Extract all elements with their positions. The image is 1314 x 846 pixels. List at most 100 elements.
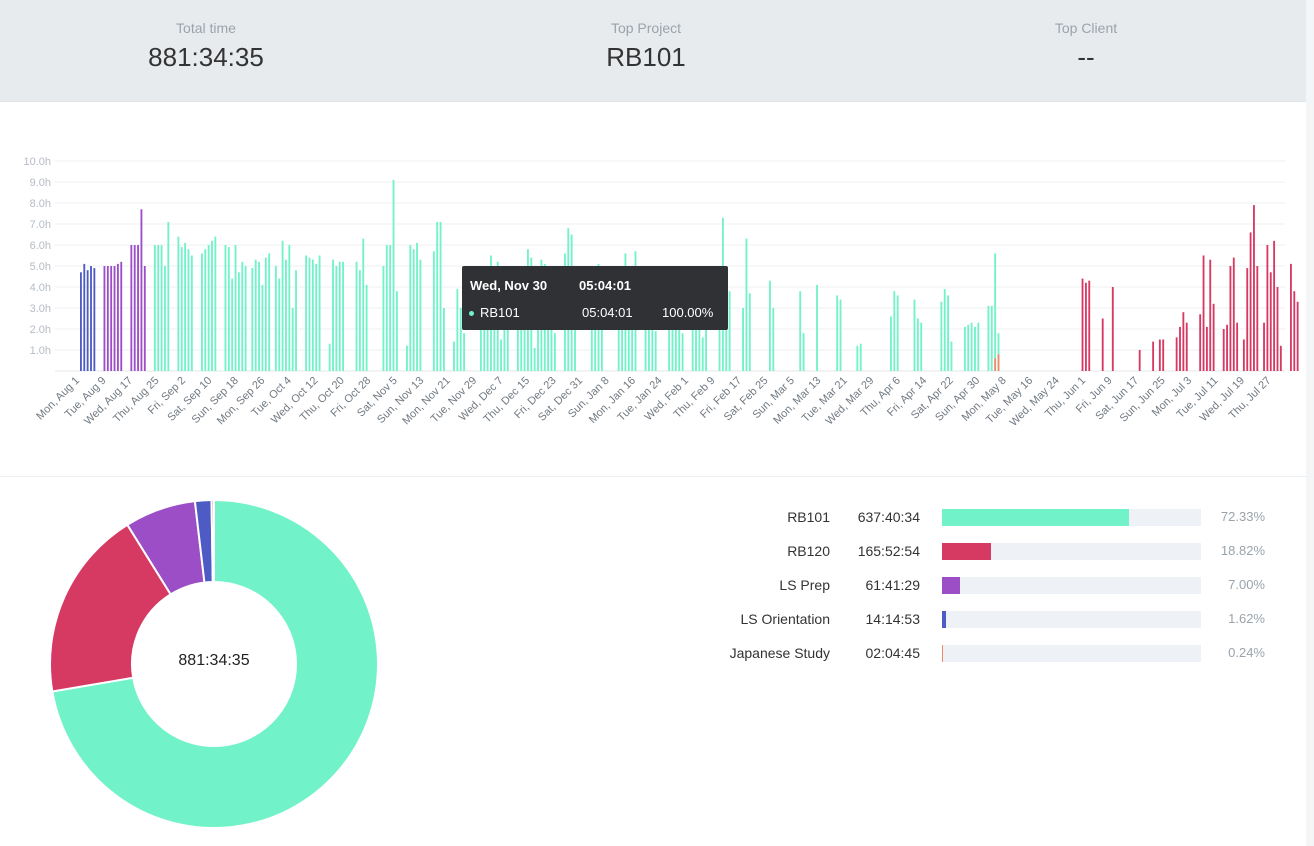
tooltip-total: 05:04:01	[579, 278, 632, 293]
bar	[1088, 280, 1091, 371]
bar	[1101, 318, 1104, 371]
project-time: 02:04:45	[865, 645, 921, 661]
project-row-ls-orientation[interactable]: LS Orientation 14:14:53 1.62%	[700, 602, 1300, 636]
project-bar-track	[942, 543, 1201, 560]
project-row-japanese-study[interactable]: Japanese Study 02:04:45 0.24%	[700, 636, 1300, 670]
y-tick-label: 7.0h	[30, 219, 51, 231]
project-time: 61:41:29	[865, 577, 921, 593]
bar	[207, 245, 210, 371]
top-client-label: Top Client	[1054, 20, 1118, 36]
bar	[392, 179, 395, 371]
y-tick-label: 8.0h	[30, 198, 51, 210]
bar	[1232, 257, 1235, 371]
scrollbar-track[interactable]	[1306, 0, 1314, 846]
bar	[412, 249, 415, 371]
bar	[463, 333, 466, 371]
project-bar-fill	[942, 509, 1130, 526]
bar	[137, 245, 139, 371]
bar	[1296, 301, 1299, 371]
bar	[1205, 326, 1208, 371]
bar	[836, 295, 839, 371]
project-name: Japanese Study	[729, 645, 830, 661]
bar	[83, 263, 86, 371]
bar	[106, 266, 109, 371]
bar	[1162, 339, 1165, 371]
bar	[1253, 205, 1255, 371]
bar	[443, 308, 445, 371]
project-bar-fill	[942, 611, 947, 628]
bar	[1138, 350, 1141, 371]
bar	[190, 255, 193, 371]
project-breakdown-list: RB101 637:40:34 72.33% RB120 165:52:54 1…	[700, 500, 1300, 670]
bar	[654, 331, 657, 371]
bar	[365, 284, 368, 371]
bar	[251, 268, 254, 371]
bar	[436, 221, 439, 371]
bar	[456, 289, 459, 371]
bar	[211, 240, 213, 371]
bar	[705, 303, 708, 371]
bar	[281, 240, 284, 371]
bar	[459, 308, 462, 371]
project-row-rb120[interactable]: RB120 165:52:54 18.82%	[700, 534, 1300, 568]
project-donut-chart[interactable]	[40, 490, 388, 838]
bar	[1084, 282, 1087, 371]
bar	[728, 291, 731, 371]
bar	[1175, 337, 1178, 371]
bar	[503, 299, 506, 371]
bar	[994, 358, 997, 371]
bar	[291, 308, 294, 371]
bar	[1081, 278, 1084, 371]
bar	[184, 242, 187, 371]
bar	[533, 347, 536, 371]
y-tick-label: 4.0h	[30, 282, 51, 294]
bar	[1256, 266, 1259, 371]
bar	[382, 266, 385, 371]
donut-slice	[49, 523, 173, 693]
bar	[254, 259, 257, 371]
bar	[950, 341, 953, 371]
project-name: RB101	[787, 509, 830, 525]
bar	[86, 270, 89, 371]
donut-center-total: 881:34:35	[178, 652, 250, 669]
project-bar-track	[942, 611, 1201, 628]
top-project-value: RB101	[606, 42, 686, 72]
bar	[1202, 255, 1205, 371]
bar	[227, 247, 230, 371]
total-time-value: 881:34:35	[148, 42, 264, 72]
total-time-label: Total time	[176, 20, 236, 36]
bar	[160, 245, 163, 371]
donut-slice	[51, 498, 379, 829]
bar	[133, 245, 136, 371]
project-row-rb101[interactable]: RB101 637:40:34 72.33%	[700, 500, 1300, 534]
bar	[745, 238, 748, 371]
bar	[204, 249, 207, 371]
project-percent: 1.62%	[1228, 611, 1265, 626]
bar	[113, 266, 116, 371]
bar	[432, 251, 435, 371]
project-bar-track	[942, 509, 1201, 526]
bar	[742, 308, 744, 371]
bar	[483, 303, 486, 371]
project-bar-track	[942, 645, 1201, 662]
daily-bar-chart[interactable]: 1.0h 2.0h 3.0h 4.0h 5.0h 6.0h 7.0h 8.0h 9.0h 10.0…	[0, 140, 1300, 470]
bar	[332, 259, 334, 371]
bar	[264, 257, 267, 371]
bar	[130, 245, 133, 371]
bar	[285, 259, 287, 371]
y-tick-label: 2.0h	[30, 324, 51, 336]
bar	[80, 272, 82, 371]
summary-bar: Total time 881:34:35 Top Project RB101 T…	[0, 0, 1306, 102]
bar	[617, 299, 620, 371]
bar	[295, 270, 297, 371]
y-tick-label: 10.0h	[23, 156, 51, 168]
bar	[974, 326, 976, 371]
bar	[859, 343, 862, 371]
bar	[268, 253, 271, 371]
bar	[406, 345, 408, 371]
y-tick-label: 3.0h	[30, 303, 51, 315]
tooltip-date: Wed, Nov 30	[470, 278, 548, 293]
bar	[916, 318, 919, 371]
project-row-ls-prep[interactable]: LS Prep 61:41:29 7.00%	[700, 568, 1300, 602]
total-time-stat: Total time 881:34:35	[56, 0, 356, 73]
